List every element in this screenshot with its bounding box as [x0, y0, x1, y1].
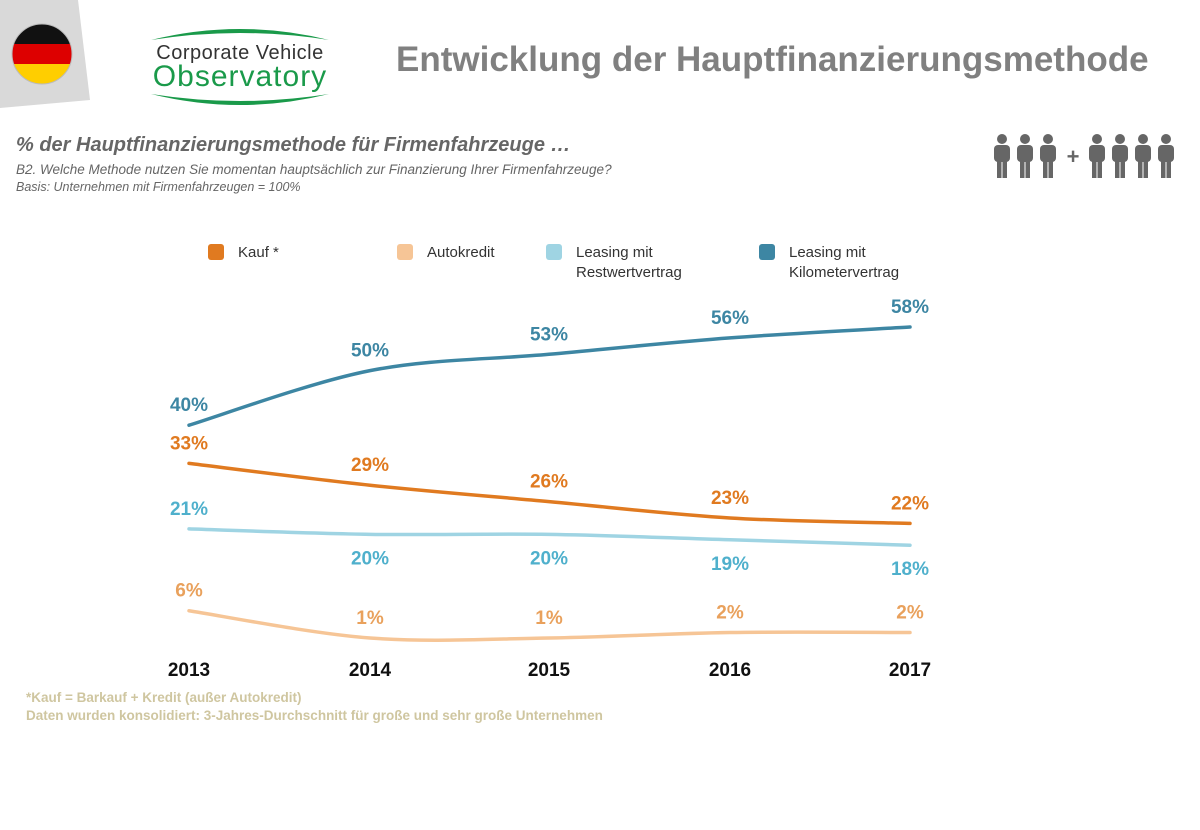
series-line: [187, 461, 912, 526]
legend-item: Leasing mit Kilometervertrag: [759, 243, 899, 283]
data-label: 40%: [170, 395, 208, 416]
page-title: Entwicklung der Hauptfinanzierungsmethod…: [396, 40, 1149, 79]
data-label: 58%: [891, 297, 929, 318]
legend-swatch: [208, 244, 224, 260]
person-icon: [1089, 134, 1105, 178]
data-label: 26%: [530, 472, 568, 493]
series-line: [187, 608, 912, 642]
person-icon: [1112, 134, 1128, 178]
legend-label: Kauf *: [238, 244, 279, 261]
x-tick-label: 2016: [709, 660, 751, 681]
legend-swatch: [397, 244, 413, 260]
data-label: 21%: [170, 499, 208, 520]
person-icon: [994, 134, 1010, 178]
data-label: 33%: [170, 433, 208, 454]
series-line: [187, 527, 912, 547]
line-chart: 33% 29% 26% 23% 22% 6% 1% 1% 2% 2% 21% 20% 20% 19% 18%…: [168, 297, 931, 681]
x-tick-label: 2013: [168, 660, 210, 681]
logo-text-line1: Corporate Vehicle: [156, 42, 324, 64]
data-label: 1%: [535, 608, 563, 629]
legend-swatch: [546, 244, 562, 260]
data-label: 2%: [716, 603, 744, 624]
data-label: 19%: [711, 554, 749, 575]
data-label: 50%: [351, 341, 389, 362]
footnote-kauf: *Kauf = Barkauf + Kredit (außer Autokred…: [26, 690, 302, 705]
legend-item: Autokredit: [397, 243, 495, 263]
legend-label: Leasing mit Kilometervertrag: [789, 244, 900, 281]
logo-text-line2: Observatory: [152, 60, 328, 93]
legend-swatch: [759, 244, 775, 260]
people-group-icon: +: [993, 132, 1183, 187]
data-label: 20%: [351, 548, 389, 569]
survey-basis: Basis: Unternehmen mit Firmenfahrzeugen …: [16, 180, 301, 194]
corner-panel: [0, 0, 90, 108]
chart-subtitle: % der Hauptfinanzierungsmethode für Firm…: [16, 134, 571, 156]
data-label: 23%: [711, 488, 749, 509]
corner-shape: [0, 0, 90, 108]
data-label: 18%: [891, 559, 929, 580]
data-label: 53%: [530, 324, 568, 345]
survey-question: B2. Welche Methode nutzen Sie momentan h…: [16, 162, 612, 177]
data-label: 2%: [896, 603, 924, 624]
cvo-logo: Corporate Vehicle Observatory: [143, 22, 337, 110]
x-tick-label: 2015: [528, 660, 571, 681]
legend-item: Kauf *: [208, 243, 279, 263]
legend-label: Autokredit: [427, 244, 495, 261]
data-label: 6%: [175, 581, 203, 602]
person-icon: [1135, 134, 1151, 178]
data-label: 20%: [530, 548, 568, 569]
logo-swoosh: [151, 29, 329, 105]
footnote-data: Daten wurden konsolidiert: 3-Jahres-Durc…: [26, 708, 603, 723]
data-label: 29%: [351, 455, 389, 476]
plus-sign: +: [1067, 144, 1080, 169]
legend-item: Leasing mit Restwertvertrag: [546, 243, 682, 283]
series-line: [187, 325, 912, 427]
data-label: 22%: [891, 493, 929, 514]
data-label: 1%: [356, 608, 384, 629]
person-icon: [1158, 134, 1174, 178]
legend-label: Leasing mit Restwertvertrag: [576, 244, 682, 281]
data-label: 56%: [711, 308, 749, 329]
x-tick-label: 2017: [889, 660, 931, 681]
person-icon: [1040, 134, 1056, 178]
germany-flag-icon: [12, 24, 72, 84]
x-tick-label: 2014: [349, 660, 392, 681]
person-icon: [1017, 134, 1033, 178]
